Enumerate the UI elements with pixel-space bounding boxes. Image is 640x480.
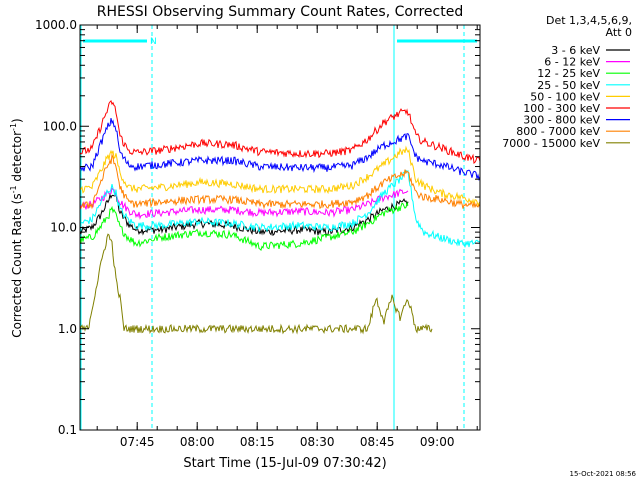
legend-header-2: Att 0 bbox=[606, 26, 632, 39]
plot-area: N bbox=[79, 24, 481, 431]
series-line bbox=[80, 187, 409, 220]
legend-label: 6 - 12 keV bbox=[544, 56, 600, 69]
series-line bbox=[80, 153, 480, 210]
series-line bbox=[80, 233, 433, 335]
attenuator-label: N bbox=[150, 37, 157, 47]
y-tick-label: 100.0 bbox=[43, 119, 77, 133]
y-tick-label: 1000.0 bbox=[35, 18, 77, 32]
y-tick-label: 0.1 bbox=[58, 423, 77, 437]
legend-label: 3 - 6 keV bbox=[551, 44, 600, 57]
legend-label: 50 - 100 keV bbox=[530, 90, 600, 103]
x-tick-label: 08:30 bbox=[300, 435, 335, 449]
series-lines bbox=[80, 99, 480, 335]
x-tick-label: 08:45 bbox=[360, 435, 395, 449]
legend-label: 100 - 300 keV bbox=[523, 102, 600, 115]
y-axis: 1000.0 100.0 10.0 1.0 0.1 bbox=[35, 18, 480, 437]
y-tick-label: 1.0 bbox=[58, 322, 77, 336]
x-axis-label: Start Time (15-Jul-09 07:30:42) bbox=[183, 456, 386, 471]
legend-label: 300 - 800 keV bbox=[523, 114, 600, 127]
x-tick-label: 08:00 bbox=[180, 435, 215, 449]
series-line bbox=[80, 145, 480, 207]
chart-title: RHESSI Observing Summary Count Rates, Co… bbox=[97, 4, 463, 20]
x-tick-label: 07:45 bbox=[120, 435, 155, 449]
x-tick-label: 09:00 bbox=[420, 435, 455, 449]
series-line bbox=[80, 99, 480, 164]
series-line bbox=[80, 118, 480, 182]
legend-label: 7000 - 15000 keV bbox=[502, 137, 600, 150]
y-axis-label: Corrected Count Rate (s-1 detector-1) bbox=[9, 118, 24, 337]
x-axis: 07:45 08:00 08:15 08:30 08:45 09:00 bbox=[96, 25, 478, 449]
series-line bbox=[80, 201, 409, 252]
legend-label: 800 - 7000 keV bbox=[516, 125, 600, 138]
x-tick-label: 08:15 bbox=[240, 435, 275, 449]
attenuator-bars: N bbox=[83, 37, 477, 47]
series-line bbox=[80, 169, 480, 248]
legend-header-1: Det 1,3,4,5,6,9, bbox=[546, 14, 632, 27]
footer-timestamp: 15-Oct-2021 08:56 bbox=[570, 470, 637, 478]
y-tick-label: 10.0 bbox=[50, 221, 77, 235]
legend-label: 12 - 25 keV bbox=[537, 67, 600, 80]
legend-label: 25 - 50 keV bbox=[537, 79, 600, 92]
